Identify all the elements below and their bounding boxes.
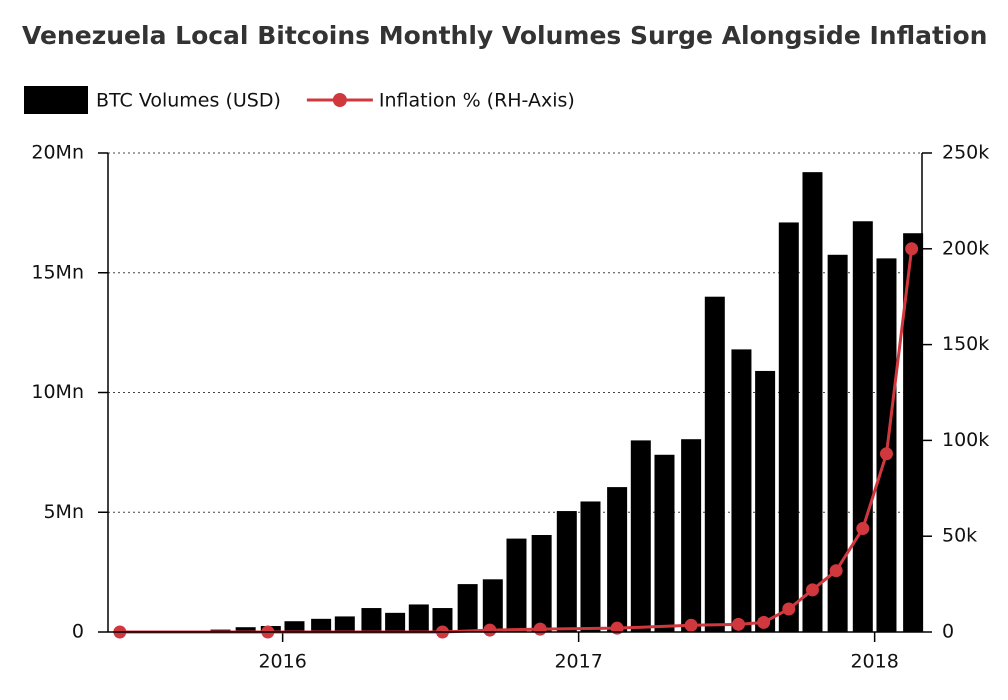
bar — [607, 487, 628, 632]
legend-swatch — [332, 93, 347, 107]
bar — [755, 370, 776, 632]
bar — [827, 254, 848, 632]
line-point — [684, 618, 698, 632]
legend-label: Inflation % (RH-Axis) — [379, 90, 575, 112]
line-point — [757, 615, 771, 629]
legend-label: BTC Volumes (USD) — [96, 90, 281, 112]
y2-tick-label: 50k — [942, 525, 977, 547]
chart-title: Venezuela Local Bitcoins Monthly Volumes… — [22, 21, 987, 50]
x-tick-label: 2018 — [850, 651, 898, 673]
bar — [681, 439, 702, 632]
y-tick-label: 15Mn — [31, 261, 84, 283]
bar — [506, 538, 527, 632]
bar — [432, 608, 453, 632]
bar — [235, 627, 256, 632]
bar — [778, 222, 799, 632]
y-tick-label: 10Mn — [31, 381, 84, 403]
bar — [311, 618, 332, 632]
bar — [852, 221, 873, 632]
line-point — [829, 564, 843, 578]
x-tick-label: 2017 — [554, 651, 602, 673]
bar — [482, 579, 503, 632]
bar — [408, 604, 429, 632]
bar — [556, 511, 577, 632]
line-point — [805, 583, 819, 597]
y2-tick-label: 200k — [942, 237, 989, 259]
y2-tick-label: 250k — [942, 142, 989, 164]
bar — [731, 349, 752, 632]
line-point — [856, 522, 870, 536]
bar — [802, 172, 823, 632]
y2-tick-label: 0 — [942, 621, 954, 643]
line-point — [879, 447, 893, 461]
line-point — [483, 623, 497, 637]
legend-swatch — [24, 86, 88, 114]
bar — [630, 440, 651, 632]
y-tick-label: 5Mn — [43, 501, 84, 523]
bar — [334, 616, 355, 632]
y-tick-label: 0 — [72, 621, 84, 643]
y2-tick-label: 150k — [942, 333, 989, 355]
x-tick-label: 2016 — [258, 651, 306, 673]
bar — [361, 608, 382, 632]
bar — [385, 612, 406, 632]
y2-tick-label: 100k — [942, 429, 989, 451]
line-point — [905, 242, 919, 256]
bar — [580, 501, 601, 632]
bar — [531, 535, 552, 632]
bar — [457, 584, 478, 632]
line-point — [731, 617, 745, 631]
line-point — [533, 622, 547, 636]
bar — [654, 454, 675, 632]
bar — [704, 296, 725, 632]
bar — [284, 621, 305, 632]
bar — [903, 233, 924, 633]
line-point — [782, 602, 796, 616]
y-tick-label: 20Mn — [31, 142, 84, 164]
